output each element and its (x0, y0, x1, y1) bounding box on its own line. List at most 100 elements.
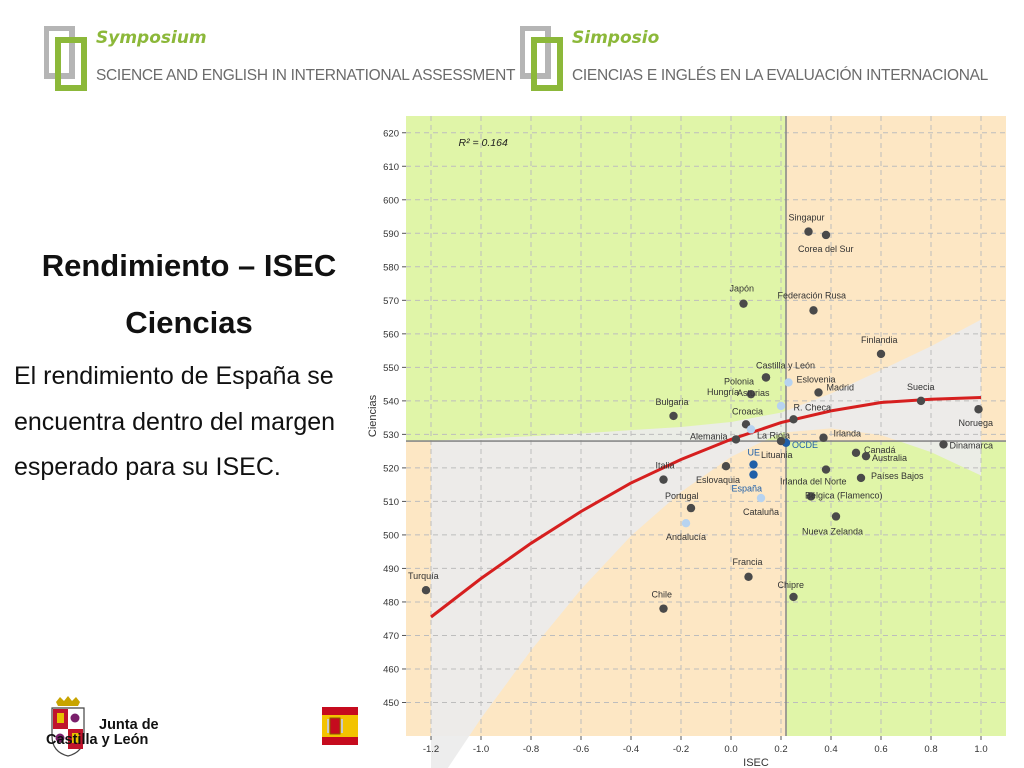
data-point (831, 512, 841, 521)
point-label: Eslovaquia (696, 475, 740, 485)
y-tick-label: 590 (383, 229, 399, 240)
y-tick-label: 460 (383, 664, 399, 675)
point-label: Chipre (778, 580, 805, 590)
data-point (746, 425, 756, 434)
data-point (659, 475, 668, 484)
data-points: Singapur Corea del Sur Japón Federación Rus… (408, 213, 993, 613)
point-label: Eslovenia (797, 374, 836, 384)
x-tick-label: 0.2 (774, 744, 787, 755)
y-tick-label: 600 (383, 195, 399, 206)
coat-of-arms-icon (51, 696, 85, 757)
x-tick-label: 0.8 (924, 744, 937, 755)
data-point (789, 415, 798, 424)
data-point (744, 572, 753, 582)
data-point (804, 227, 813, 236)
x-tick-label: -0.2 (673, 744, 689, 755)
data-point (739, 299, 748, 308)
point-label: Madrid (827, 382, 855, 392)
point-label: Turquía (408, 571, 439, 581)
data-point (806, 492, 816, 501)
point-label: Nueva Zelanda (802, 526, 863, 536)
point-label: Portugal (665, 491, 699, 501)
point-label: La Rioja (757, 430, 790, 440)
point-label: Japón (730, 284, 755, 294)
fit-line (430, 396, 982, 619)
symposium-title: Symposium (96, 28, 207, 48)
y-tick-label: 610 (383, 162, 399, 173)
point-label: Polonia (724, 376, 754, 386)
y-tick-label: 490 (383, 564, 399, 575)
data-point (776, 401, 786, 411)
x-tick-label: 0.4 (824, 744, 837, 755)
confidence-band (431, 319, 981, 768)
simposio-title: Simposio (572, 28, 660, 48)
x-tick-label: 1.0 (974, 744, 987, 755)
x-tick-label: -0.8 (523, 744, 539, 755)
point-label: Castilla y León (756, 360, 815, 370)
point-label: Australia (872, 453, 907, 463)
y-tick-label: 530 (383, 430, 399, 441)
x-tick-label: -1.0 (473, 744, 489, 755)
x-tick-label: -1.2 (423, 744, 439, 755)
data-point (814, 388, 823, 397)
point-label: Corea del Sur (798, 244, 854, 254)
point-label: Bulgaria (656, 397, 689, 407)
y-axis-title: Ciencias (367, 394, 379, 437)
symposium-logo-icon (44, 26, 87, 91)
point-label: Singapur (789, 213, 825, 223)
y-tick-label: 510 (383, 497, 399, 508)
data-point (861, 451, 871, 461)
slide-subtitle: Ciencias (125, 305, 253, 340)
data-point (686, 503, 696, 513)
simposio-logo-icon (520, 26, 563, 91)
point-label: Federación Rusa (778, 290, 847, 300)
data-point (731, 435, 741, 444)
point-label: Irlanda del Norte (780, 477, 847, 487)
data-point (776, 436, 786, 446)
data-point (821, 465, 831, 474)
data-point (821, 230, 831, 240)
data-point (819, 433, 828, 442)
point-label: Alemania (690, 431, 728, 441)
spain-flag-icon (322, 707, 358, 745)
point-label: Suecia (907, 382, 935, 392)
y-tick-label: 550 (383, 363, 399, 374)
data-point (721, 462, 731, 471)
point-label: R. Checa (794, 402, 832, 412)
x-axis-title: ISEC (743, 757, 769, 768)
x-tick-label: 0.6 (874, 744, 887, 755)
simposio-subtitle: CIENCIAS E INGLÉS EN LA EVALUACIÓN INTER… (572, 67, 988, 84)
data-point (876, 349, 886, 359)
y-tick-label: 480 (383, 597, 399, 608)
data-point (789, 592, 798, 602)
y-tick-label: 450 (383, 698, 399, 709)
y-tick-label: 560 (383, 329, 399, 340)
data-point (756, 493, 766, 503)
point-label: Croacia (732, 406, 763, 416)
x-tick-label: -0.6 (573, 744, 589, 755)
point-label: España (732, 484, 763, 494)
junta-castilla-leon-logo: Junta de Castilla y León (44, 696, 159, 760)
data-point (421, 586, 431, 595)
point-label: Dinamarca (950, 440, 994, 450)
data-point (746, 389, 756, 399)
y-tick-label: 620 (383, 128, 399, 139)
point-label: Chile (652, 590, 673, 600)
y-tick-label: 580 (383, 262, 399, 273)
institution-line2: Castilla y León (46, 732, 149, 748)
y-tick-label: 570 (383, 296, 399, 307)
x-tick-label: -0.4 (623, 744, 639, 755)
data-point (681, 518, 691, 528)
y-tick-label: 500 (383, 530, 399, 541)
data-point (809, 306, 818, 315)
r-squared-annotation: R² = 0.164 (459, 137, 508, 149)
quadrant-top-left (406, 116, 786, 442)
data-point (851, 448, 861, 458)
point-label: Finlandia (861, 335, 898, 345)
data-point (749, 470, 758, 479)
point-label: Cataluña (743, 507, 779, 517)
data-point (659, 604, 668, 613)
grid (406, 116, 1006, 736)
point-label: Francia (733, 557, 763, 567)
point-label: Irlanda (834, 429, 862, 439)
